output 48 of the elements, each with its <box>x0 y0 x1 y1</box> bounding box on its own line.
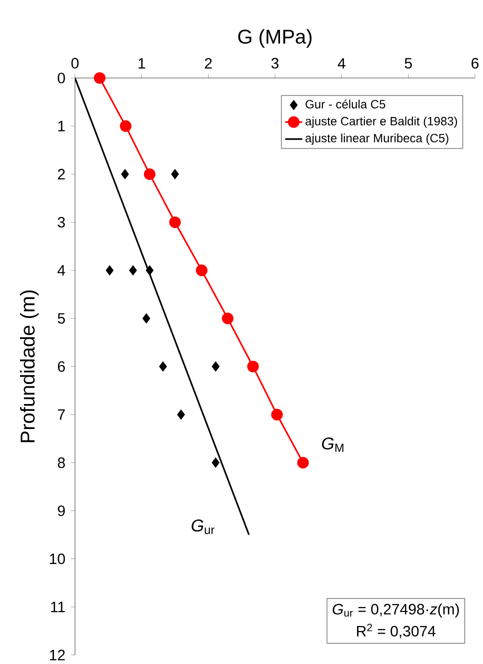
point <box>121 168 129 180</box>
point <box>94 72 106 84</box>
point <box>159 361 167 372</box>
x-axis-title: G (MPa) <box>238 29 312 48</box>
x-tick-label: 3 <box>271 58 279 69</box>
y-tick-label: 11 <box>51 602 65 612</box>
legend-label: ajuste linear Muribeca (C5) <box>306 134 448 145</box>
y-tick-label: 12 <box>50 650 65 660</box>
annotation: G$_{M}$ <box>322 437 344 452</box>
y-tick-label: 4 <box>58 265 66 276</box>
y-tick-label: 3 <box>58 216 65 228</box>
y-tick-label: 5 <box>58 313 65 324</box>
annotation: G$_{ur}$ = 0,27498·z(m) <box>332 603 459 618</box>
y-tick-label: 10 <box>50 554 65 564</box>
y-axis-title: Profundidade (m) <box>20 290 39 442</box>
point <box>146 265 154 276</box>
y-tick-label: 6 <box>58 361 65 372</box>
point <box>171 168 179 180</box>
point <box>271 408 283 420</box>
point <box>129 265 137 276</box>
point <box>212 457 220 468</box>
point <box>196 264 208 276</box>
annotation: G$_{ur}$ <box>192 520 214 534</box>
y-tick-label: 0 <box>58 72 65 84</box>
y-tick-label: 8 <box>58 457 65 468</box>
point <box>144 168 156 180</box>
point <box>247 360 259 372</box>
y-tick-label: 2 <box>58 168 65 180</box>
x-tick-label: 1 <box>138 58 146 69</box>
x-tick-label: 0 <box>71 58 79 69</box>
point <box>297 456 309 468</box>
y-tick-label: 7 <box>58 409 65 420</box>
point <box>177 409 185 420</box>
y-tick-label: 1 <box>58 120 65 132</box>
x-tick-label: 6 <box>472 58 479 69</box>
y-tick-label: 9 <box>58 505 65 516</box>
point <box>120 120 132 132</box>
x-tick-label: 5 <box>404 58 412 69</box>
point <box>106 265 114 276</box>
point <box>142 313 150 324</box>
legend-label: Gur - célula C5 <box>306 100 386 108</box>
x-tick-label: 2 <box>204 58 212 69</box>
x-tick-label: 4 <box>338 58 346 69</box>
legend-label: ajuste Cartier e Baldit (1983) <box>306 116 458 128</box>
point <box>212 361 220 372</box>
point <box>222 312 234 324</box>
point <box>169 216 181 228</box>
annotation: R$^{2}$ = 0,3074 <box>357 624 436 638</box>
